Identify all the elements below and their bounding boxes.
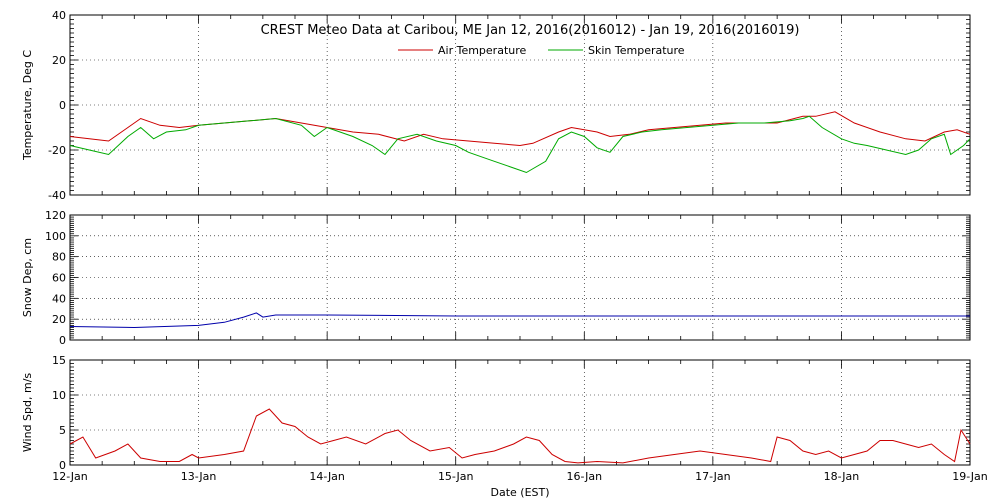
y-tick-label-2-3: 15 <box>52 354 66 367</box>
chart-title: CREST Meteo Data at Caribou, ME Jan 12, … <box>261 23 800 38</box>
series-line-2-0 <box>69 408 971 464</box>
y-tick-label-1-3: 60 <box>52 272 66 285</box>
y-axis-label-1: Snow Dep, cm <box>21 238 34 317</box>
y-tick-label-1-0: 0 <box>59 334 66 347</box>
x-tick-label-1: 13-Jan <box>181 470 217 483</box>
series-line-1-0 <box>69 312 970 329</box>
y-tick-label-0-4: 40 <box>52 9 66 22</box>
legend: Air Temperature Skin Temperature <box>398 44 685 57</box>
y-axis-label-0: Temperature, Deg C <box>21 50 34 161</box>
y-tick-label-1-4: 80 <box>52 251 66 264</box>
y-tick-label-1-2: 40 <box>52 292 66 305</box>
series-line-0-0 <box>69 111 971 147</box>
x-tick-label-3: 15-Jan <box>438 470 474 483</box>
y-tick-label-0-3: 20 <box>52 54 66 67</box>
y-tick-label-2-0: 0 <box>59 459 66 472</box>
y-tick-label-2-1: 5 <box>59 424 66 437</box>
x-axis-label: Date (EST) <box>490 486 549 499</box>
y-tick-label-1-1: 20 <box>52 313 66 326</box>
x-tick-label-4: 16-Jan <box>567 470 603 483</box>
x-tick-label-7: 19-Jan <box>952 470 988 483</box>
x-tick-label-5: 17-Jan <box>695 470 731 483</box>
y-axis-label-2: Wind Spd, m/s <box>21 373 34 453</box>
legend-label-air: Air Temperature <box>438 44 527 57</box>
chart-panel-1: 0 20 40 60 80 100 120 Snow Dep, cm <box>21 209 971 347</box>
plot-frame-2 <box>69 359 971 466</box>
x-tick-label-6: 18-Jan <box>824 470 860 483</box>
x-tick-label-2: 14-Jan <box>309 470 345 483</box>
chart-panel-0: -40 -20 0 20 40 Temperature, Deg C <box>21 9 971 202</box>
y-tick-label-0-0: -40 <box>48 189 66 202</box>
series-line-0-1 <box>69 115 971 174</box>
plot-frame-1 <box>69 214 971 341</box>
plot-frame-0 <box>69 14 971 196</box>
y-tick-label-1-5: 100 <box>45 230 66 243</box>
x-tick-label-0: 12-Jan <box>52 470 88 483</box>
legend-label-skin: Skin Temperature <box>588 44 685 57</box>
y-tick-label-2-2: 10 <box>52 389 66 402</box>
chart-panel-2: 0 5 10 15 Wind Spd, m/s <box>21 354 971 472</box>
y-tick-label-0-1: -20 <box>48 144 66 157</box>
y-tick-label-1-6: 120 <box>45 209 66 222</box>
y-tick-label-0-2: 0 <box>59 99 66 112</box>
